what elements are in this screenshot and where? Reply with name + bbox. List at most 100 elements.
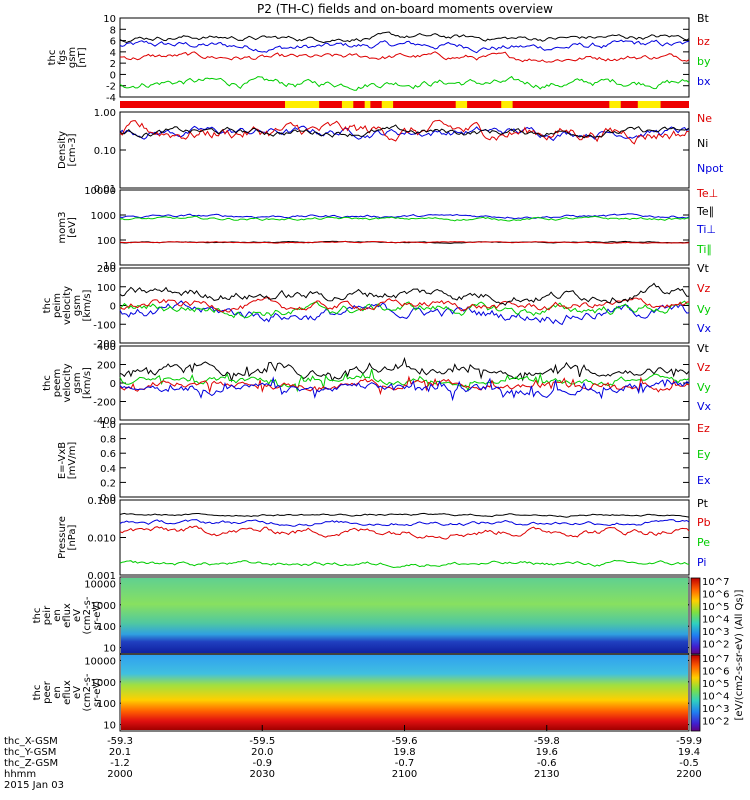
temp-legend-3: Ti∥: [696, 243, 712, 256]
fgs-ylabel: gsm: [67, 47, 78, 68]
x-row-value: 2200: [676, 769, 701, 780]
pressure-legend-0: Pt: [697, 497, 709, 510]
density-legend-0: Ne: [697, 112, 712, 125]
temp-legend-2: Ti⊥: [696, 223, 716, 236]
efield-ylabel: E=-VxB: [57, 442, 68, 479]
vi-frame: [119, 267, 690, 344]
x-row-value: -59.5: [249, 736, 275, 747]
fgs-ylabel: [nT]: [77, 47, 88, 67]
efield-legend-0: Ez: [697, 422, 710, 435]
x-row-value: -0.5: [679, 758, 699, 769]
mode-bar-segment: [637, 101, 661, 108]
fgs-legend-2: by: [697, 55, 711, 68]
mode-bar-segment: [341, 101, 354, 108]
pressure-legend-2: Pe: [697, 536, 710, 549]
x-row-value: 19.4: [678, 747, 700, 758]
fgs-tick-label: 0: [110, 70, 116, 81]
density-tick-label: 1.00: [94, 108, 116, 119]
vi-ylabel: thc: [42, 298, 53, 314]
ion_spec-ylabel: peir: [42, 605, 53, 625]
colorbar-tick-label: 10^7: [702, 577, 729, 588]
ion_spec-tick-label: 1000: [91, 601, 116, 612]
ve-ylabel: peem: [52, 369, 63, 397]
x-row-value: 2100: [392, 769, 417, 780]
fgs-legend-3: bx: [697, 75, 711, 88]
ve-ylabel: gsm: [72, 372, 83, 393]
temp-legend-0: Te⊥: [696, 187, 718, 200]
density-ylabel: Density: [57, 131, 68, 169]
ion_spec-tick-label: 10: [103, 644, 116, 655]
ve-tick-label: -400: [93, 416, 116, 427]
colorbar-group: 10^710^610^510^410^310^210^710^610^510^4…: [690, 577, 745, 732]
fgs-ylabel: fgs: [57, 50, 68, 65]
vi-tick-label: 0: [110, 302, 116, 313]
ve-legend-2: Vy: [697, 381, 711, 394]
mode-bar-segment: [609, 101, 621, 108]
colorbar-tick-label: 10^2: [702, 640, 729, 651]
pressure-pb-line: [119, 525, 690, 540]
efield-frame: [119, 423, 690, 498]
ion_spec-ylabel: eV: [72, 609, 83, 622]
vi-ylabel: gsm: [72, 295, 83, 316]
ion_spec-ylabel: (cm2-s-: [82, 596, 93, 634]
pressure-ylabel: Pressure: [57, 516, 68, 559]
mode-bar-segment: [455, 101, 468, 108]
density-ni-line: [119, 124, 690, 139]
efield-legend-1: Ey: [697, 448, 711, 461]
ele_spec-ylabel: sr-eV): [92, 678, 103, 707]
temp-tick-label: 100: [97, 236, 116, 247]
density-ne-line: [119, 119, 690, 145]
vi-vy-line: [119, 300, 689, 319]
temp-tick-label: 10: [103, 261, 116, 272]
pressure-legend-3: Pi: [697, 556, 706, 569]
ve-legend-3: Vx: [697, 400, 712, 413]
temp-frame: [119, 189, 690, 266]
x-row-value: 19.6: [536, 747, 558, 758]
ele_spec-tick-label: 10: [103, 721, 116, 732]
fgs-frame: [119, 17, 690, 98]
ion_spec-tick-label: 10000: [84, 579, 116, 590]
ion_spec-ylabel: sr-eV): [92, 601, 103, 630]
density-tick-label: 0.10: [94, 146, 116, 157]
colorbar-tick-label: 10^5: [702, 602, 729, 613]
x-row-value: -59.6: [392, 736, 418, 747]
temp-tepar-line: [119, 240, 690, 244]
colorbar-tick-label: 10^5: [702, 679, 729, 690]
x-row-label: thc_X-GSM: [4, 736, 58, 747]
colorbar-tick-label: 10^4: [702, 615, 729, 626]
electron-spectrogram: [121, 655, 688, 730]
mode-bar-segment: [381, 101, 394, 108]
vi-legend-3: Vx: [697, 322, 712, 335]
fgs-tick-label: 4: [110, 48, 116, 59]
vi-ylabel: peim: [52, 293, 63, 318]
density-legend-2: Npot: [697, 162, 724, 175]
ve-vx-line: [119, 376, 690, 402]
fgs-tick-label: 2: [110, 59, 116, 70]
fgs-tick-label: -2: [106, 82, 116, 93]
colorbar-label: [eV/(cm2-s-sr-eV) (All Qs)]: [734, 589, 745, 720]
pressure-ylabel: [nPa]: [67, 524, 78, 550]
ve-legend-1: Vz: [697, 361, 711, 374]
ele_spec-ylabel: (cm2-s-: [82, 673, 93, 711]
colorbar-electron: [690, 654, 701, 732]
fgs-tick-label: 6: [110, 37, 116, 48]
ele_spec-ylabel: peer: [42, 680, 53, 704]
pressure-pi-line: [119, 519, 690, 527]
temp-ylabel: [eV]: [67, 217, 78, 238]
pressure-tick-label: 0.001: [87, 571, 116, 582]
efield-ylabel: [mV/m]: [67, 442, 78, 480]
chart-title: P2 (TH-C) fields and on-board moments ov…: [257, 2, 553, 16]
efield-legend-2: Ex: [697, 474, 711, 487]
colorbar-tick-label: 10^3: [702, 704, 729, 715]
x-row-value: -59.3: [107, 736, 133, 747]
ve-ylabel: thc: [42, 375, 53, 391]
ele_spec-ylabel: eV: [72, 686, 83, 699]
colorbar-tick-label: 10^3: [702, 627, 729, 638]
ve-legend-0: Vt: [697, 342, 710, 355]
fgs-by-line: [119, 75, 690, 91]
x-row-value: -59.9: [676, 736, 702, 747]
vi-vz-line: [119, 296, 690, 313]
